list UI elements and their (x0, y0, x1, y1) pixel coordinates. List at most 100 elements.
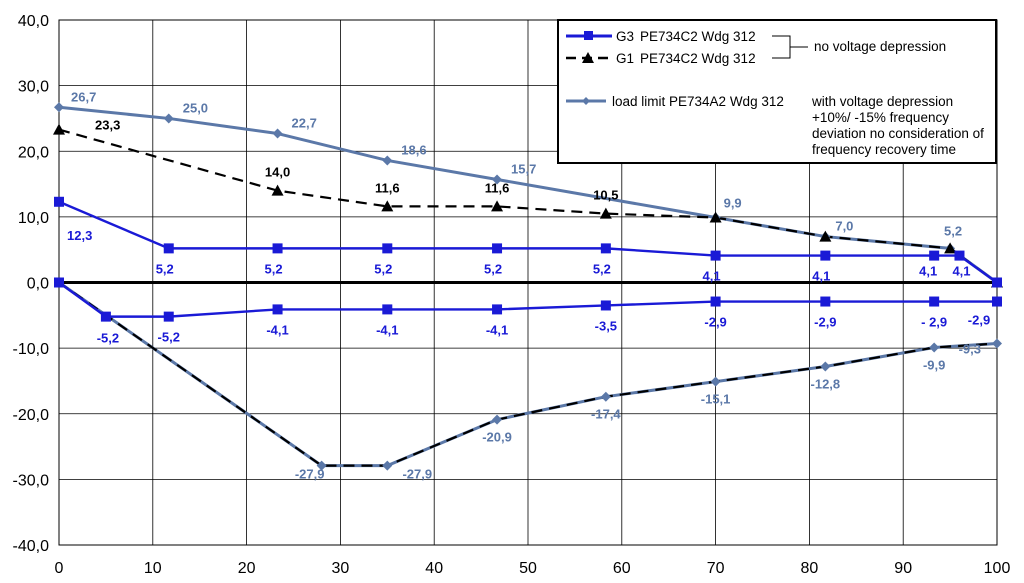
g3-negative-data-label: -4,1 (266, 322, 288, 337)
load-limit-negative-data-label: -15,1 (701, 392, 731, 407)
g3-data-label: 5,2 (156, 261, 174, 276)
g3-negative-marker (54, 277, 64, 288)
y-tick-label: 20,0 (18, 144, 49, 161)
x-tick-label: 70 (707, 560, 725, 577)
x-tick-label: 40 (425, 560, 443, 577)
g1-data-label: 11,6 (485, 180, 510, 195)
load-limit-data-label: 5,2 (944, 223, 962, 238)
g3-negative-marker (710, 296, 721, 307)
load-limit-data-label: 22,7 (292, 116, 317, 131)
g1-marker (819, 230, 832, 242)
y-tick-label: 40,0 (18, 13, 49, 30)
load-limit-data-label: 18,6 (401, 142, 426, 157)
g3-data-label: 4,1 (703, 269, 721, 284)
g3-negative-data-label: -5,2 (158, 330, 180, 345)
g3-data-label: 5,2 (265, 261, 283, 276)
g3-marker (820, 250, 831, 261)
legend-limit-marker (582, 97, 590, 105)
g1-marker (271, 184, 284, 196)
x-tick-label: 100 (984, 560, 1011, 577)
g1-data-label: 23,3 (95, 118, 120, 133)
g3-negative-marker (600, 300, 611, 311)
legend-no-depression: no voltage depression (814, 39, 946, 54)
g3-negative-marker (929, 296, 940, 307)
load-limit-marker (272, 128, 283, 139)
g3-marker (163, 243, 174, 254)
legend-with-depression-1: with voltage depression (811, 94, 953, 109)
legend-g3-marker (584, 31, 593, 40)
x-tick-label: 10 (144, 560, 162, 577)
g1-marker (381, 200, 394, 212)
g1-marker (944, 242, 957, 254)
g1-marker (53, 123, 65, 135)
g3-negative-marker (100, 311, 111, 322)
x-tick-label: 90 (894, 560, 912, 577)
g3-marker (272, 243, 283, 254)
g3-marker (710, 250, 721, 261)
x-tick-label: 50 (519, 560, 537, 577)
g3-negative-data-label: -5,2 (97, 331, 119, 346)
g3-marker (492, 243, 503, 254)
plot-area (53, 102, 1003, 471)
g1-data-label: 11,6 (375, 180, 400, 195)
g3-data-label: 4,1 (812, 269, 830, 284)
load-limit-negative-marker (929, 342, 940, 353)
legend-with-depression-2: +10%/ -15% frequency (812, 110, 949, 125)
g3-negative-data-label: -4,1 (486, 322, 508, 337)
g3-marker (929, 250, 940, 261)
g3-negative-marker (272, 304, 283, 315)
load-limit-marker (382, 155, 393, 166)
load-limit-negative-marker (710, 376, 721, 387)
legend-box (557, 19, 997, 164)
y-tick-label: 10,0 (18, 210, 49, 227)
load-limit-negative-data-label: -9,3 (959, 342, 981, 357)
svg-text:G3: G3 (616, 29, 634, 44)
g3-data-label: 4,1 (919, 264, 937, 279)
load-limit-negative-marker (492, 414, 503, 425)
y-tick-label: 0,0 (27, 276, 49, 293)
legend-g3-code: G3 (616, 29, 634, 44)
g3-marker (54, 196, 64, 207)
y-axis-tick-labels: 40,0 30,0 20,0 10,0 0,0 -10,0 -20,0 -30,0 -40,0 (13, 13, 50, 555)
x-tick-label: 80 (801, 560, 819, 577)
legend-with-depression-3: deviation no consideration of (812, 126, 984, 141)
g3-data-label: 5,2 (374, 261, 392, 276)
load-limit-negative-data-label: -17,4 (591, 407, 621, 422)
load-limit-negative-marker (820, 361, 831, 372)
g3-negative-marker (492, 304, 503, 315)
g3-data-label: 5,2 (484, 261, 502, 276)
load-limit-negative-data-label: -27,9 (295, 467, 325, 482)
g1-marker (491, 200, 504, 212)
g3-marker (992, 277, 1002, 288)
x-axis-tick-labels: 0 10 20 30 40 50 60 70 80 90 100 (55, 560, 1011, 577)
legend: G3 PE734C2 Wdg 312 G1 PE734C2 Wdg 312 no… (557, 19, 997, 164)
g3-negative-marker (992, 296, 1002, 307)
g3-marker (600, 243, 611, 254)
legend-g3-text: PE734C2 Wdg 312 (640, 29, 756, 44)
g3-negative-marker (382, 304, 393, 315)
y-tick-label: 30,0 (18, 79, 49, 96)
g1-data-label: 10,5 (593, 188, 618, 203)
g1-marker (599, 207, 612, 219)
load-limit-negative-data-label: -20,9 (482, 430, 512, 445)
legend-limit-text: load limit PE734A2 Wdg 312 (612, 94, 784, 109)
g3-data-label: 4,1 (952, 264, 970, 279)
y-tick-label: -40,0 (13, 538, 50, 555)
load-limit-negative-marker (316, 460, 327, 471)
y-tick-label: -20,0 (13, 407, 50, 424)
g3-data-label: 5,2 (593, 261, 611, 276)
y-tick-label: -10,0 (13, 341, 50, 358)
g1-marker (709, 211, 722, 223)
g3-negative-data-label: -2,9 (704, 315, 726, 330)
legend-g1-text: PE734C2 Wdg 312 (640, 51, 756, 66)
load-limit-data-label: 9,9 (724, 196, 742, 211)
load-limit-marker (54, 102, 64, 113)
g1-data-label: 14,0 (265, 165, 290, 180)
load-limit-marker (492, 174, 503, 185)
legend-bracket (772, 35, 808, 59)
legend-with-depression-4: frequency recovery time (812, 142, 956, 157)
x-tick-label: 20 (238, 560, 256, 577)
load-limit-negative-data-label: -27,9 (402, 467, 432, 482)
g3-negative-data-label: -2,9 (968, 313, 990, 328)
